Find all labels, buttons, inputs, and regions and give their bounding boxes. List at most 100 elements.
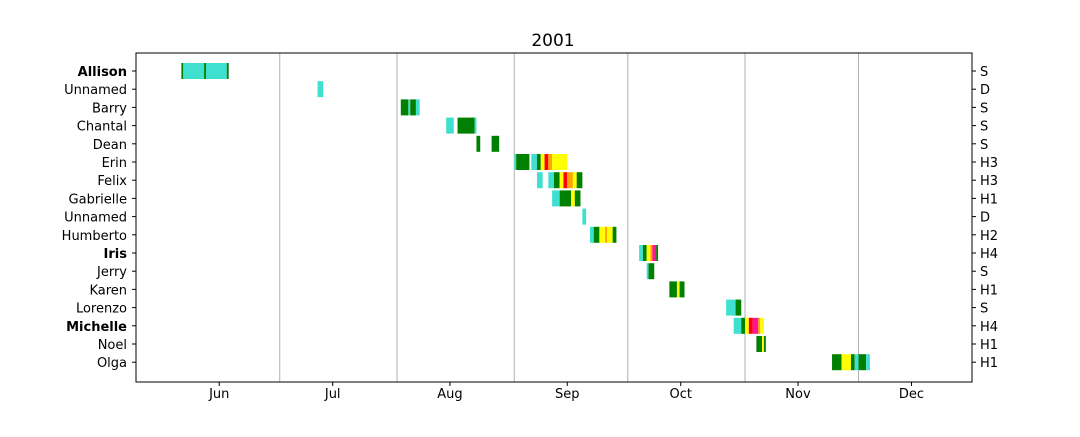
storm-name-label: Chantal <box>77 120 127 135</box>
storm-segment-d <box>589 226 594 243</box>
storm-segment-s <box>554 172 560 189</box>
storm-segment-s <box>491 135 500 152</box>
storm-segment-d <box>408 99 411 116</box>
storm-segment-s <box>735 299 742 316</box>
storm-segment-d <box>474 117 477 134</box>
storm-segment-s <box>574 190 581 207</box>
storm-segment-d <box>726 299 736 316</box>
storm-name-label: Felix <box>97 174 127 189</box>
storm-segment-d <box>639 245 643 261</box>
storm-name-label: Dean <box>93 138 127 153</box>
storm-name-label: Karen <box>89 283 127 298</box>
month-gridlines <box>279 53 860 382</box>
storm-category-label: H4 <box>980 247 998 262</box>
storm-segment-s <box>669 281 677 298</box>
storm-segment-d <box>415 99 420 116</box>
storm-category-label: H2 <box>980 229 998 244</box>
storm-name-label: Allison <box>78 65 127 80</box>
storm-segment-d <box>866 354 870 371</box>
storm-bars <box>181 63 870 371</box>
storm-name-label: Michelle <box>66 320 127 335</box>
month-tick-label: Nov <box>785 387 811 402</box>
month-tick-labels: Jun Jul Aug Sep Oct Nov Dec <box>208 382 924 402</box>
storm-segment-d <box>582 208 587 225</box>
storm-segment-s <box>226 63 229 79</box>
storm-name-label: Jerry <box>96 265 127 280</box>
storm-category-label: D <box>980 83 990 98</box>
storm-segment-s <box>741 317 746 334</box>
storm-category-label: S <box>980 120 988 135</box>
storm-name-labels: Allison Unnamed Barry Chantal Dean Erin Felix G… <box>62 65 136 371</box>
storm-name-label: Humberto <box>62 229 127 244</box>
storm-segment-s <box>612 226 617 243</box>
storm-segment-s <box>756 336 763 352</box>
storm-category-label: H1 <box>980 356 998 371</box>
storm-name-label: Erin <box>102 156 127 171</box>
storm-category-label: H1 <box>980 192 998 207</box>
storm-segment-h2 <box>605 226 607 243</box>
storm-segment-s <box>679 281 685 298</box>
storm-category-label: S <box>980 302 988 317</box>
storm-segment-d <box>205 63 227 79</box>
storm-segment-d <box>183 63 205 79</box>
storm-segment-h2 <box>548 154 553 170</box>
storm-segment-s <box>410 99 416 116</box>
storm-segment-s <box>204 63 206 79</box>
storm-segment-h2 <box>567 172 573 189</box>
storm-segment-h2 <box>650 245 653 261</box>
storm-segment-d <box>733 317 742 334</box>
storm-segment-s <box>763 336 766 352</box>
chart-title: 2001 <box>531 31 574 51</box>
storm-category-label: S <box>980 101 988 116</box>
storm-segment-h2 <box>758 317 761 334</box>
month-tick-label: Aug <box>437 387 462 402</box>
storm-category-label: H4 <box>980 320 998 335</box>
month-tick-label: Sep <box>555 387 580 402</box>
month-tick-label: Jul <box>324 387 341 402</box>
storm-segment-h1 <box>572 172 577 189</box>
storm-name-label: Barry <box>92 101 127 116</box>
storm-segment-h1 <box>646 245 651 261</box>
storm-segment-h1 <box>552 154 568 170</box>
storm-category-label: H3 <box>980 156 998 171</box>
storm-segment-d <box>548 172 554 189</box>
month-tick-label: Dec <box>899 387 924 402</box>
storm-segment-h1 <box>760 317 764 334</box>
storm-segment-d <box>514 154 517 170</box>
plot-frame <box>135 52 973 383</box>
storm-name-label: Noel <box>98 338 127 353</box>
storm-segment-h1 <box>571 190 575 207</box>
storm-name-label: Iris <box>104 247 128 262</box>
storm-segment-h3 <box>544 154 549 170</box>
storm-segment-h4 <box>652 245 657 261</box>
storm-category-label: S <box>980 138 988 153</box>
storm-name-label: Unnamed <box>64 211 127 226</box>
storm-segment-s <box>850 354 855 371</box>
storm-segment-s <box>832 354 842 371</box>
storm-segment-s <box>593 226 600 243</box>
storm-name-label: Gabrielle <box>69 192 127 207</box>
storm-segment-d <box>646 263 649 280</box>
storm-segment-h3 <box>748 317 753 334</box>
month-tick-label: Jun <box>208 387 229 402</box>
month-tick-label: Oct <box>669 387 691 402</box>
storm-segment-d <box>317 81 324 98</box>
storm-segment-h1 <box>745 317 749 334</box>
storm-category-label: S <box>980 265 988 280</box>
storm-segment-h1 <box>841 354 851 371</box>
storm-segment-s <box>656 245 659 261</box>
storm-segment-h3 <box>563 172 568 189</box>
storm-segment-d <box>446 117 454 134</box>
storm-segment-s <box>516 154 530 170</box>
storm-segment-s <box>858 354 867 371</box>
storm-segment-s <box>648 263 655 280</box>
storm-segment-s <box>476 135 481 152</box>
storm-name-label: Unnamed <box>64 83 127 98</box>
storm-segment-s <box>642 245 647 261</box>
storm-category-label: H3 <box>980 174 998 189</box>
storm-name-label: Olga <box>97 356 127 371</box>
storm-segment-s <box>576 172 583 189</box>
storm-name-label: Lorenzo <box>76 302 127 317</box>
storm-segment-s <box>400 99 409 116</box>
